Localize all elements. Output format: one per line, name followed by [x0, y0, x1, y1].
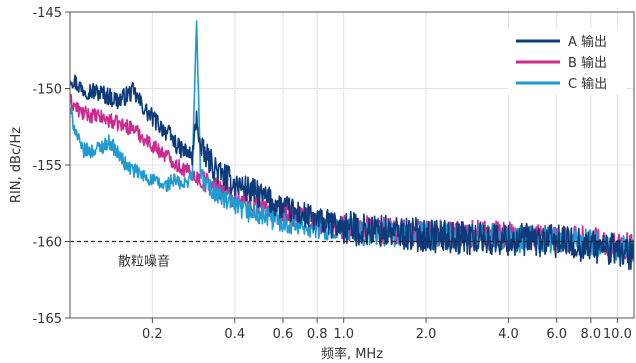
legend-label-c: C 输出: [568, 76, 607, 92]
x-tick-label: 10.0: [603, 327, 632, 342]
x-axis-ticks: 0.2 0.4 0.6 0.8 1.0 2.0 4.0 6.0 8.0 10.0: [142, 318, 632, 342]
x-tick-label: 6.0: [546, 327, 567, 342]
x-axis-label: 频率, MHz: [321, 346, 383, 362]
legend-label-a: A 输出: [568, 34, 607, 50]
y-tick-label: -165: [32, 312, 62, 327]
x-tick-label: 0.8: [307, 327, 328, 342]
x-tick-label: 0.4: [224, 327, 245, 342]
x-tick-label: 0.6: [273, 327, 294, 342]
series-line-a: [70, 74, 634, 271]
y-tick-label: -150: [32, 83, 62, 98]
legend-label-b: B 输出: [568, 55, 607, 71]
y-tick-label: -145: [32, 6, 62, 21]
y-axis-ticks: -145 -150 -155 -160 -165: [32, 6, 70, 327]
y-axis-label: RIN, dBc/Hz: [9, 127, 24, 203]
x-tick-label: 8.0: [581, 327, 602, 342]
shot-noise-label: 散粒噪音: [118, 254, 170, 270]
y-tick-label: -155: [32, 159, 62, 174]
x-tick-label: 1.0: [333, 327, 354, 342]
y-tick-label: -160: [32, 236, 62, 251]
x-tick-label: 0.2: [142, 327, 163, 342]
x-tick-label: 4.0: [498, 327, 519, 342]
x-tick-label: 2.0: [416, 327, 437, 342]
plot-series-group: [70, 20, 634, 271]
legend: A 输出 B 输出 C 输出: [508, 28, 626, 94]
